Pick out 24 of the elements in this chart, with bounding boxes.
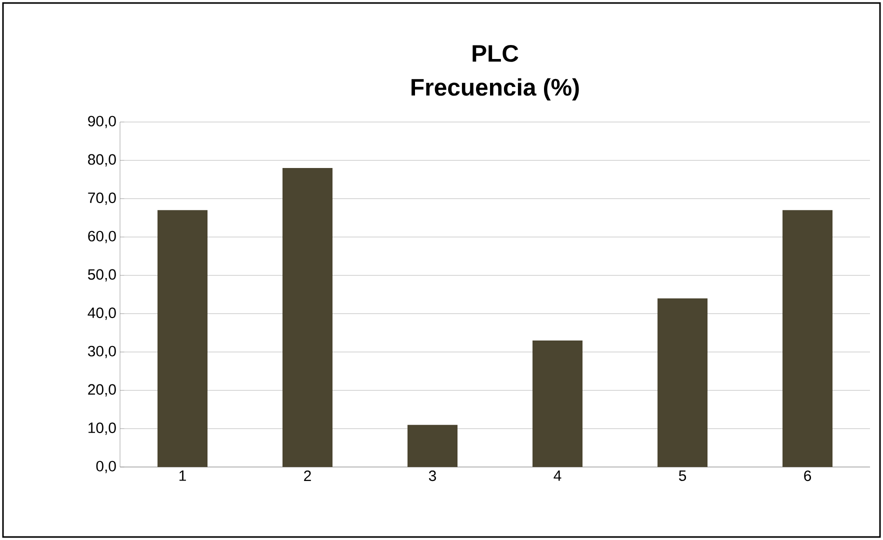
y-tick-label: 10,0	[88, 422, 116, 435]
x-tick-label: 4	[554, 470, 562, 481]
x-tick-label: 3	[428, 470, 436, 482]
x-tick-label: 5	[678, 470, 686, 481]
bar	[658, 298, 708, 467]
y-tick-label: 70,0	[88, 192, 116, 205]
x-tick-label: 6	[804, 470, 812, 482]
y-tick-label: 20,0	[88, 384, 116, 396]
x-tick-label: 2	[304, 470, 311, 481]
y-tick-label: 40,0	[88, 307, 116, 320]
x-tick-label: 1	[179, 470, 186, 481]
chart-title: PLC	[472, 44, 518, 62]
y-tick-label: 60,0	[88, 230, 116, 244]
bar	[282, 168, 333, 467]
y-tick-label: 80,0	[88, 154, 116, 166]
bar	[532, 340, 583, 467]
bar	[782, 210, 833, 467]
bar	[408, 424, 458, 467]
bar	[158, 210, 208, 467]
y-tick-label: 90,0	[88, 116, 116, 128]
y-tick-label: 30,0	[88, 346, 116, 358]
y-tick-label: 50,0	[88, 269, 116, 282]
chart-subtitle: Frecuencia (%)	[412, 78, 579, 101]
y-tick-label: 0,0	[96, 460, 116, 474]
